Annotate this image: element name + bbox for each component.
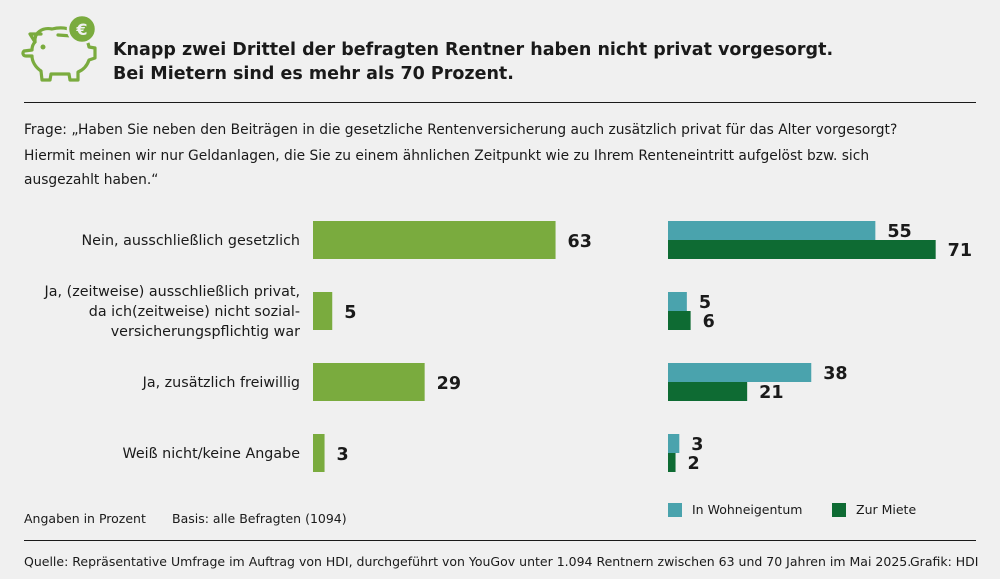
renter-value-label: 71 (948, 241, 972, 261)
category-label: Weiß nicht/keine Angabe (123, 446, 301, 462)
owner-value-label: 3 (691, 435, 703, 455)
owner-value-label: 5 (699, 293, 711, 313)
divider-top (24, 102, 976, 103)
total-value-label: 3 (337, 445, 349, 465)
unit-note: Angaben in Prozent (24, 511, 146, 526)
legend-swatch-renter (832, 503, 846, 517)
question-line-3: ausgezahlt haben.“ (24, 172, 159, 188)
owner-value-label: 55 (887, 222, 911, 242)
owner-bar (668, 434, 680, 453)
question-line-2: Hiermit meinen wir nur Geldanlagen, die … (24, 148, 870, 164)
legend-swatch-owner (668, 503, 682, 517)
renter-value-label: 6 (703, 312, 715, 332)
category-label: Ja, zusätzlich freiwillig (142, 375, 300, 391)
total-value-label: 29 (437, 374, 461, 394)
renter-bar (668, 240, 936, 259)
owner-bar (668, 221, 876, 240)
category-label-line: Ja, zusätzlich freiwillig (142, 375, 300, 391)
category-label: Nein, ausschließlich gesetzlich (81, 233, 300, 249)
category-label-line: Nein, ausschließlich gesetzlich (81, 233, 300, 249)
renter-bar (668, 453, 676, 472)
question-line-1: Frage: „Haben Sie neben den Beiträgen in… (24, 122, 898, 138)
renter-value-label: 2 (688, 454, 700, 474)
chart-title-line-1: Knapp zwei Drittel der befragten Rentner… (113, 40, 834, 60)
owner-bar (668, 292, 687, 311)
total-bar (313, 434, 325, 472)
renter-bar (668, 382, 748, 401)
renter-bar (668, 311, 691, 330)
total-bar (313, 221, 556, 259)
total-value-label: 5 (344, 303, 356, 323)
total-bar (313, 292, 333, 330)
chart-title-line-2: Bei Mietern sind es mehr als 70 Prozent. (113, 64, 514, 84)
total-bar (313, 363, 425, 401)
total-value-label: 63 (568, 232, 592, 252)
category-label: Ja, (zeitweise) ausschließlich privat, da… (44, 284, 301, 340)
svg-text:€: € (75, 20, 87, 39)
category-label-line: da ich(zeitweise) nicht sozial- (89, 304, 300, 320)
category-label-line: Weiß nicht/keine Angabe (123, 446, 301, 462)
renter-value-label: 21 (759, 383, 783, 403)
graphic-credit: Grafik: HDI (910, 554, 979, 569)
owner-value-label: 38 (823, 364, 847, 384)
divider-bottom (24, 540, 976, 541)
source-note: Quelle: Repräsentative Umfrage im Auftra… (24, 554, 912, 569)
basis-note: Basis: alle Befragten (1094) (172, 511, 347, 526)
category-label-line: versicherungspflichtig war (111, 324, 300, 340)
legend-label-renter: Zur Miete (856, 502, 917, 517)
legend-label-owner: In Wohneigentum (692, 502, 803, 517)
category-label-line: Ja, (zeitweise) ausschließlich privat, (44, 284, 300, 300)
piggy-bank-euro-icon: € (21, 13, 98, 82)
owner-bar (668, 363, 812, 382)
